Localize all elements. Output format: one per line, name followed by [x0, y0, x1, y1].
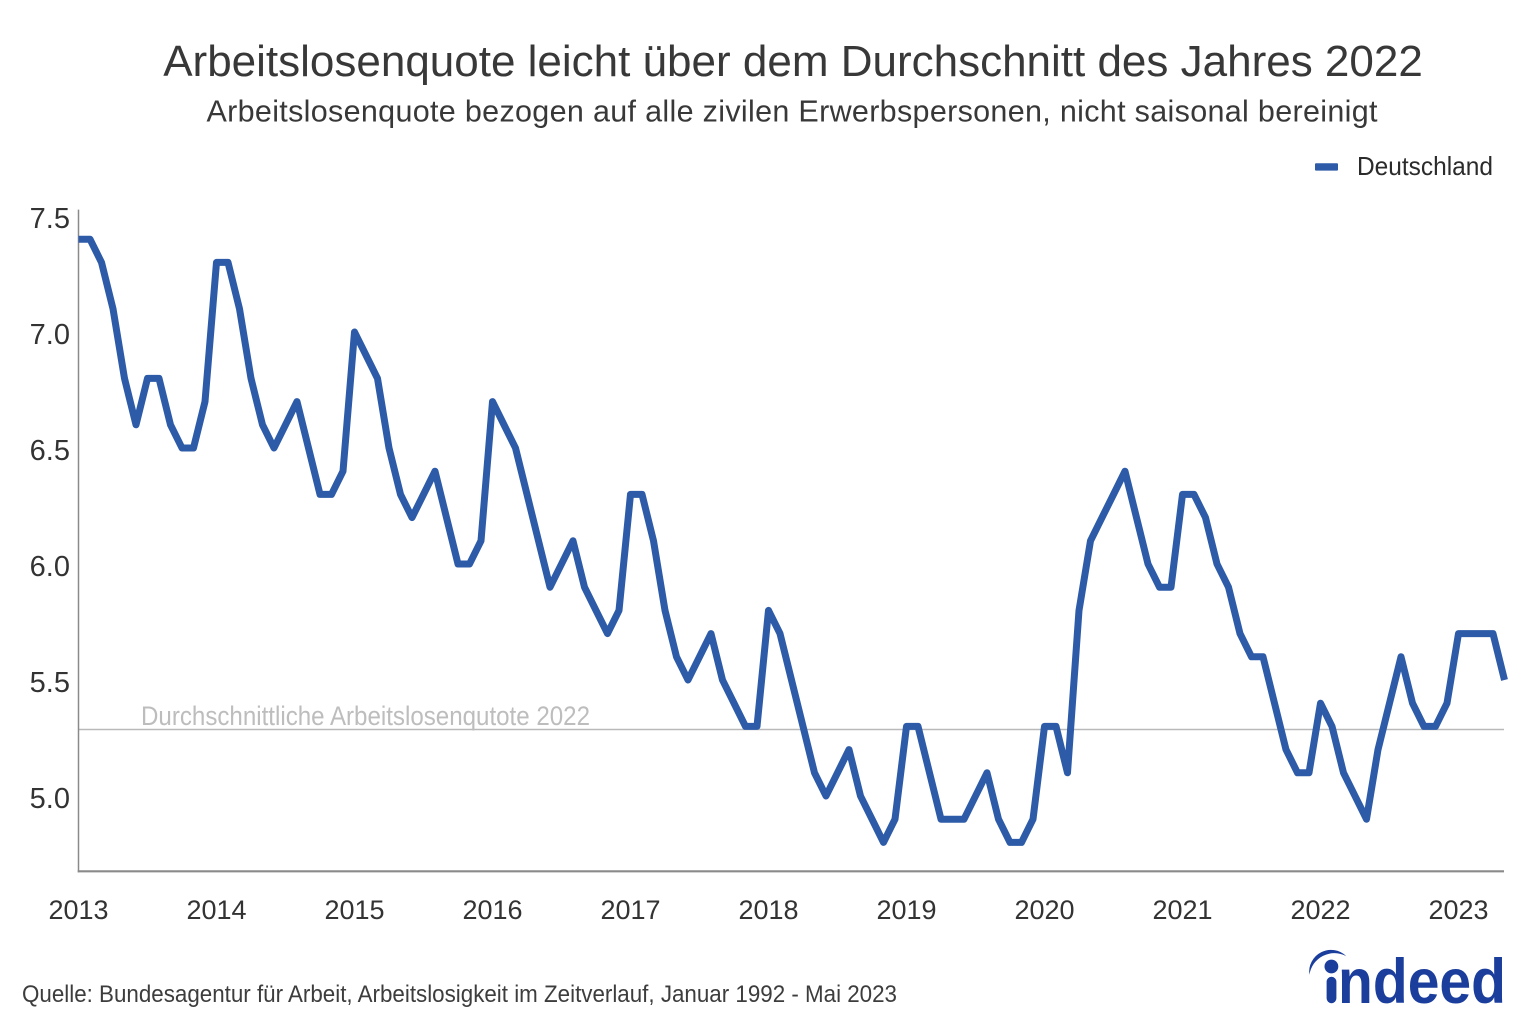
svg-text:2015: 2015 — [324, 895, 384, 925]
svg-text:2023: 2023 — [1428, 895, 1488, 925]
svg-text:2020: 2020 — [1014, 895, 1074, 925]
svg-text:Arbeitslosenquote bezogen auf: Arbeitslosenquote bezogen auf alle zivil… — [207, 95, 1379, 129]
svg-text:7.0: 7.0 — [30, 319, 70, 351]
svg-text:6.0: 6.0 — [30, 551, 70, 583]
svg-text:2017: 2017 — [600, 895, 660, 925]
svg-text:2013: 2013 — [48, 895, 108, 925]
svg-text:2022: 2022 — [1290, 895, 1350, 925]
svg-text:5.0: 5.0 — [30, 783, 70, 815]
svg-text:Durchschnittliche Arbeitslosen: Durchschnittliche Arbeitslosenqutote 202… — [141, 701, 590, 731]
svg-text:2014: 2014 — [186, 895, 246, 925]
svg-text:Quelle: Bundesagentur für Arbe: Quelle: Bundesagentur für Arbeit, Arbeit… — [22, 981, 897, 1008]
svg-text:2019: 2019 — [876, 895, 936, 925]
svg-text:Deutschland: Deutschland — [1357, 151, 1493, 181]
svg-text:2018: 2018 — [738, 895, 798, 925]
svg-text:7.5: 7.5 — [30, 203, 70, 235]
svg-text:Arbeitslosenquote leicht über: Arbeitslosenquote leicht über dem Durchs… — [163, 37, 1423, 86]
svg-text:ndeed: ndeed — [1338, 947, 1506, 1017]
svg-text:5.5: 5.5 — [30, 667, 70, 699]
svg-text:2021: 2021 — [1152, 895, 1212, 925]
svg-text:2016: 2016 — [462, 895, 522, 925]
svg-text:6.5: 6.5 — [30, 435, 70, 467]
